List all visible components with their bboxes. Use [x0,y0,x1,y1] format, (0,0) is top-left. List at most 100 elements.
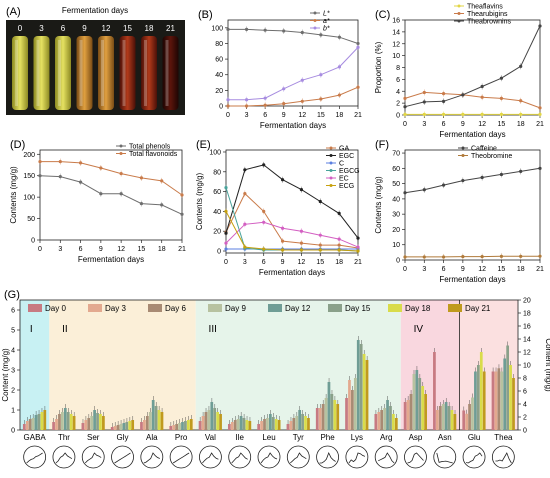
tube [12,36,28,110]
bar [392,414,395,430]
legend-marker [329,154,333,157]
panel-label: (C) [375,9,390,21]
bar [418,378,422,430]
bar [213,408,217,430]
legend-marker [457,12,461,15]
y-tick-label: 5 [11,328,15,335]
x-tick-label: 0 [403,266,407,273]
bar [186,420,190,430]
x-tick-label: 21 [354,259,362,266]
legend-entry: Day 18 [405,304,431,313]
x-tick-label: 3 [422,121,426,128]
panel-label: (E) [196,139,211,151]
x-tick-label: 6 [442,266,446,273]
x-tick-label: 12 [117,246,125,253]
series-line [404,25,541,108]
legend-entry: EGC [339,153,354,160]
bar [169,426,173,430]
legend-entry: Theobromine [471,153,512,160]
bar [333,400,337,430]
data-point [422,100,426,104]
bar [512,378,515,430]
tube [119,36,136,110]
bar [172,425,176,430]
legend-entry: Theabrownins [467,18,511,25]
tube-day-label: 18 [145,24,154,33]
legend-swatch [388,304,402,312]
bar [468,404,471,430]
x-tick-label: 3 [422,266,426,273]
bar [435,410,439,430]
x-tick-label: 9 [281,259,285,266]
data-point [319,73,323,77]
legend-marker [313,26,317,30]
y2-tick-label: 20 [523,298,531,305]
legend-swatch [208,304,222,312]
bar [22,424,26,430]
y-tick-label: 2 [396,101,400,108]
bar [63,408,67,430]
bar [40,412,44,430]
data-point [262,220,266,224]
tube [55,36,71,110]
bar [145,416,149,430]
data-point [282,87,286,91]
data-point [243,191,247,196]
trend-line [319,451,336,464]
legend-swatch [148,304,162,312]
data-point [38,174,42,178]
panel-b: (B) 0 20 40 60 80 100 0 3 6 9 12 15 18 21 Fermentation … [198,9,362,130]
bar [25,421,29,430]
data-point [244,98,249,102]
trend-line [55,452,73,464]
x-tick-label: 0 [38,246,42,253]
bar [327,382,331,430]
trend-line [495,452,512,464]
panel-d: (D) 0 50 100 150 200 0 3 6 9 12 15 18 21 Fermentation … [9,139,186,264]
bar [96,413,99,430]
data-point [441,112,446,117]
bar [412,374,416,430]
x-tick-label: 3 [58,246,62,253]
data-point [318,233,322,237]
bar [353,378,357,430]
category-label: GABA [24,433,47,442]
y-tick-label: 50 [27,216,35,223]
trend-line [466,452,483,464]
data-point [519,64,523,68]
legend-entry: Thearubigins [467,11,508,18]
trend-line [202,452,219,464]
panel-c: (C) 0 2 4 6 8 10 12 14 16 0 3 6 9 12 15 18 21 Fermentation… [374,3,544,139]
bar [116,425,120,430]
y-tick-label: 30 [392,212,400,219]
bar [140,422,143,430]
bar [315,408,319,430]
group-label: I [30,324,33,335]
tube-day-label: 21 [166,24,175,33]
trend-circle [491,445,515,469]
data-point [224,209,228,214]
plot-frame [227,19,359,107]
series-line [225,211,359,252]
legend-marker [329,161,333,165]
y-tick-label: 10 [392,53,400,60]
bar [181,422,184,430]
bar [394,418,398,430]
bar [271,417,275,430]
trend-circle [374,445,398,469]
y-axis-label: Contents (mg/g) [374,176,383,234]
bar [90,416,94,430]
data-point [538,24,542,28]
y-tick-label: 3 [11,368,15,375]
bar [289,421,293,430]
bar [31,418,35,430]
trend-line [172,452,190,464]
legend-entry: Day 21 [465,304,491,313]
tube [141,36,157,110]
bar [119,424,123,430]
bar [406,400,410,430]
bar [383,408,386,430]
bar [503,358,507,430]
bar [93,410,96,430]
